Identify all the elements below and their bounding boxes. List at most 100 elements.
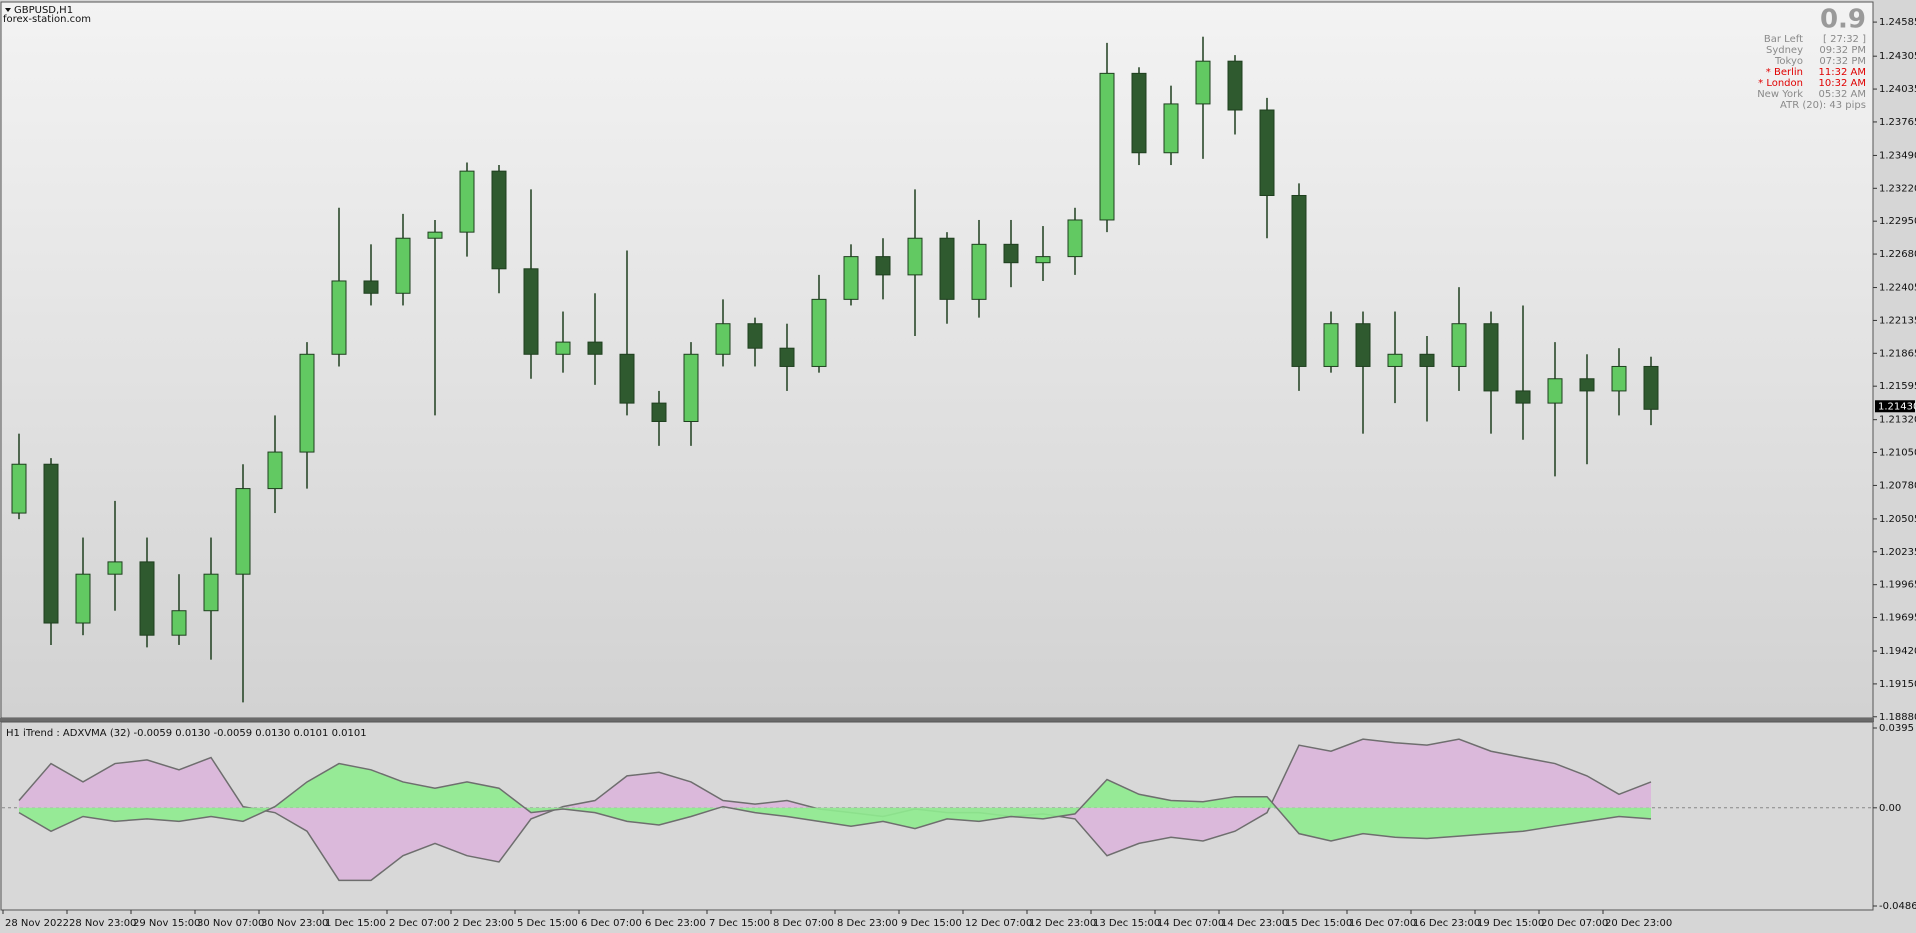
y-tick-label: 1.19695	[1879, 613, 1916, 624]
x-tick-label: 16 Dec 07:00	[1349, 918, 1416, 929]
y-tick-label: 1.19965	[1879, 580, 1916, 591]
x-tick-label: 12 Dec 07:00	[965, 918, 1032, 929]
y-tick-label: 1.23220	[1879, 183, 1916, 194]
y-tick-label: 1.22405	[1879, 283, 1916, 294]
x-tick-label: 6 Dec 23:00	[645, 918, 706, 929]
x-tick-label: 1 Dec 15:00	[325, 918, 386, 929]
y-tick-label: 1.23490	[1879, 150, 1916, 161]
candle-body	[651, 402, 667, 422]
candle-body	[395, 237, 411, 294]
candle-body	[43, 463, 59, 624]
info-value: 07:32 PM	[1819, 56, 1866, 67]
candle-body	[1323, 323, 1339, 367]
candle-body	[907, 237, 923, 276]
candle-body	[1003, 243, 1019, 264]
y-tick-label: 1.20505	[1879, 514, 1916, 525]
candle-body	[747, 323, 763, 349]
x-tick-label: 12 Dec 23:00	[1029, 918, 1096, 929]
candle-body	[299, 353, 315, 453]
x-tick-label: 9 Dec 15:00	[901, 918, 962, 929]
candle-body	[811, 298, 827, 367]
candle-body	[1355, 323, 1371, 367]
x-tick-label: 20 Dec 07:00	[1541, 918, 1608, 929]
candle-body	[1643, 365, 1659, 410]
info-label: * London	[1758, 78, 1803, 89]
y-tick-label: 1.21865	[1879, 348, 1916, 359]
candle-body	[235, 488, 251, 575]
candle-body	[1259, 109, 1275, 196]
y-tick-label: 1.22950	[1879, 216, 1916, 227]
x-tick-label: 8 Dec 07:00	[773, 918, 834, 929]
candle-body	[875, 256, 891, 276]
candle-body	[427, 231, 443, 239]
info-value: 09:32 PM	[1819, 45, 1866, 56]
site: forex-station.com	[3, 14, 91, 25]
candle-body	[779, 347, 795, 367]
indicator-line	[18, 762, 1652, 842]
x-tick-label: 7 Dec 15:00	[709, 918, 770, 929]
candle-body	[1035, 256, 1051, 264]
candle-body	[939, 237, 955, 300]
x-tick-label: 30 Nov 23:00	[261, 918, 328, 929]
x-tick-label: 20 Dec 23:00	[1605, 918, 1672, 929]
candle-body	[1131, 72, 1147, 154]
x-tick-label: 28 Nov 23:00	[69, 918, 136, 929]
x-tick-label: 13 Dec 15:00	[1093, 918, 1160, 929]
x-tick-label: 2 Dec 23:00	[453, 918, 514, 929]
info-label: * Berlin	[1766, 67, 1803, 78]
x-tick-label: 28 Nov 2022	[5, 918, 69, 929]
candle-body	[1515, 390, 1531, 404]
info-value: [ 27:32 ]	[1823, 34, 1866, 45]
candle-body	[1579, 378, 1595, 392]
y-tick-label: 1.20780	[1879, 480, 1916, 491]
info-label: Tokyo	[1774, 56, 1803, 67]
candle-body	[683, 353, 699, 422]
last-price-box	[1875, 400, 1915, 413]
candle-body	[619, 353, 635, 404]
candle-body	[267, 451, 283, 490]
candle-body	[1451, 323, 1467, 367]
y-tick-label: 1.24305	[1879, 51, 1916, 62]
candle-body	[203, 573, 219, 612]
x-tick-label: 29 Nov 15:00	[133, 918, 200, 929]
y-tick-label: 1.21320	[1879, 415, 1916, 426]
y-tick-label: 1.22135	[1879, 315, 1916, 326]
candle-body	[491, 170, 507, 270]
candle-body	[1163, 103, 1179, 154]
y-tick-label: 1.19420	[1879, 646, 1916, 657]
main-panel	[0, 1, 1874, 719]
x-tick-label: 14 Dec 23:00	[1221, 918, 1288, 929]
candle-body	[75, 573, 91, 624]
candle-body	[1547, 378, 1563, 404]
symbol: GBPUSD,H1	[14, 5, 73, 16]
info-value: 05:32 AM	[1819, 89, 1866, 100]
candle-body	[587, 341, 603, 355]
x-tick-label: 5 Dec 15:00	[517, 918, 578, 929]
y-tick-label: 1.21050	[1879, 448, 1916, 459]
info-label: Bar Left	[1764, 34, 1803, 45]
y-tick-label: 1.22680	[1879, 249, 1916, 260]
x-tick-label: 15 Dec 15:00	[1285, 918, 1352, 929]
y-tick-label: 1.18880	[1879, 712, 1916, 723]
candle-body	[331, 280, 347, 355]
indicator-title: H1 iTrend : ADXVMA (32) -0.0059 0.0130 -…	[6, 728, 367, 739]
menu-arrow[interactable]	[5, 8, 11, 12]
x-tick-label: 19 Dec 15:00	[1477, 918, 1544, 929]
x-tick-label: 2 Dec 07:00	[389, 918, 450, 929]
candle-body	[363, 280, 379, 294]
candle-body	[1067, 219, 1083, 258]
x-tick-label: 8 Dec 23:00	[837, 918, 898, 929]
info-label: New York	[1757, 89, 1803, 100]
x-tick-label: 16 Dec 23:00	[1413, 918, 1480, 929]
candle-body	[459, 170, 475, 233]
candle-body	[107, 561, 123, 575]
candle-body	[139, 561, 155, 636]
y-tick-label: 1.24585	[1879, 17, 1916, 28]
spread: 0.9	[1820, 5, 1866, 35]
candle-body	[1483, 323, 1499, 392]
candle-body	[171, 610, 187, 636]
x-tick-label: 6 Dec 07:00	[581, 918, 642, 929]
panel-separator	[0, 718, 1874, 722]
